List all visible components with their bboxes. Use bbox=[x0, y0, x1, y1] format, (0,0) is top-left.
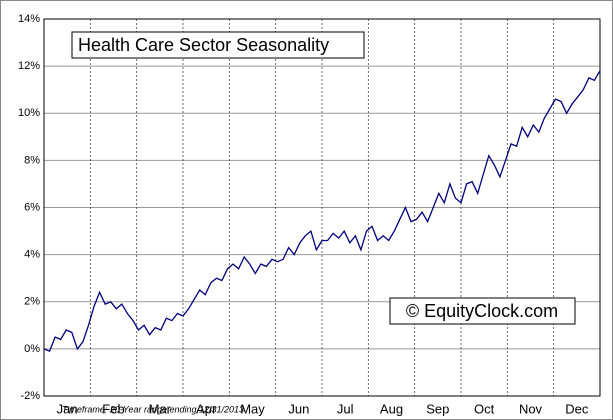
y-tick-label: 12% bbox=[18, 60, 40, 72]
title-box bbox=[71, 31, 365, 59]
x-tick-label: Apr bbox=[196, 401, 217, 416]
plot-frame bbox=[43, 18, 601, 397]
y-tick-label: 10% bbox=[18, 107, 40, 119]
x-tick-label: Dec bbox=[565, 401, 589, 416]
x-tick-label: Mar bbox=[149, 401, 172, 416]
line-series bbox=[43, 70, 601, 353]
y-tick-label: 4% bbox=[24, 249, 40, 261]
x-tick-label: Sep bbox=[426, 401, 449, 416]
x-tick-label: Jul bbox=[337, 401, 354, 416]
watermark-box bbox=[389, 297, 576, 325]
y-tick-label: 14% bbox=[18, 13, 40, 25]
x-tick-label: Jun bbox=[288, 401, 309, 416]
y-tick-label: 2% bbox=[24, 296, 40, 308]
y-tick-label: 0% bbox=[24, 343, 40, 355]
x-tick-label: May bbox=[240, 401, 265, 416]
x-tick-label: Oct bbox=[474, 401, 495, 416]
y-tick-label: 6% bbox=[24, 201, 40, 213]
x-tick-label: Feb bbox=[102, 401, 124, 416]
watermark: © EquityClock.com bbox=[406, 301, 558, 321]
y-tick-label: 8% bbox=[24, 154, 40, 166]
chart-title: Health Care Sector Seasonality bbox=[78, 35, 329, 55]
x-tick-label: Aug bbox=[380, 401, 403, 416]
x-tick-label: Nov bbox=[519, 401, 543, 416]
x-tick-label: Jan bbox=[57, 401, 78, 416]
footnote: Timeframe: 20-Year range ending 12/31/20… bbox=[62, 404, 244, 414]
y-tick-label: -2% bbox=[20, 390, 40, 402]
